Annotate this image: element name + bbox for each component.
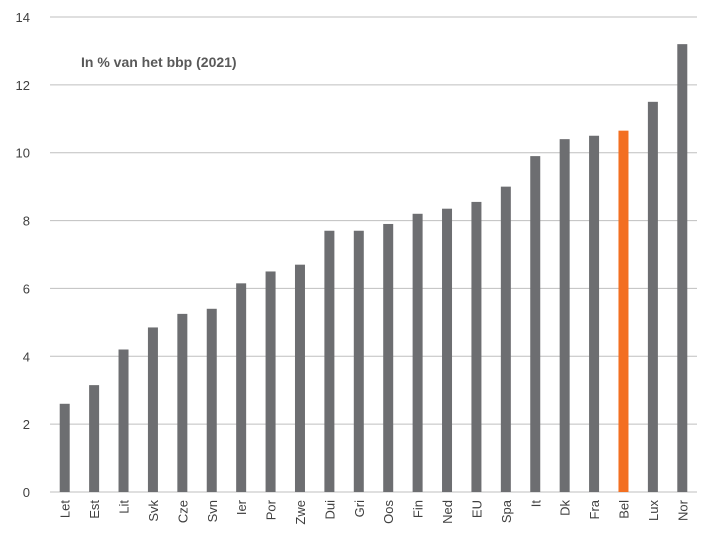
bar-ned (442, 208, 453, 493)
x-category-label: EU (469, 500, 484, 518)
bar-lux (647, 101, 658, 493)
y-tick-label: 12 (16, 78, 30, 93)
x-axis-category-labels: Let Est Lit Svk Cze Svn Ier Por Zwe Dui Gri Oos Fin N… (58, 499, 691, 524)
bar-it (530, 156, 541, 492)
bar-por (265, 271, 276, 492)
bar-dui (324, 230, 335, 492)
x-category-label: Lit (117, 500, 132, 514)
y-tick-label: 4 (23, 349, 30, 364)
chart-title: In % van het bbp (2021) (81, 54, 237, 70)
bar-fin (412, 213, 423, 493)
y-tick-label: 10 (16, 146, 30, 161)
gridlines (50, 16, 697, 493)
x-category-label: Lux (646, 500, 661, 521)
y-tick-label: 0 (23, 485, 30, 500)
bar-eu (471, 201, 482, 493)
x-category-label: Dk (558, 500, 573, 516)
x-category-label: Fra (587, 499, 602, 519)
bar-svn (206, 308, 217, 492)
bar-gri (353, 230, 364, 492)
x-category-label: Gri (352, 500, 367, 517)
bars (59, 44, 688, 493)
bar-zwe (294, 264, 305, 492)
x-category-label: Cze (175, 500, 190, 523)
x-category-label: It (528, 500, 543, 508)
x-category-label: Let (58, 500, 73, 518)
x-category-label: Est (87, 500, 102, 519)
x-category-label: Ned (440, 500, 455, 524)
x-category-label: Ier (234, 499, 249, 515)
y-tick-label: 6 (23, 281, 30, 296)
y-tick-label: 14 (16, 10, 30, 25)
y-tick-label: 8 (23, 214, 30, 229)
bar-cze (177, 313, 188, 492)
x-category-label: Fin (411, 500, 426, 518)
bar-svk (147, 327, 158, 492)
bar-bel (618, 130, 629, 493)
y-tick-label: 2 (23, 417, 30, 432)
x-category-label: Zwe (293, 500, 308, 525)
bar-est (89, 385, 100, 492)
bar-lit (118, 349, 129, 492)
bar-fra (589, 135, 600, 492)
x-category-label: Por (264, 499, 279, 520)
x-category-label: Oos (381, 500, 396, 524)
x-category-label: Svk (146, 500, 161, 522)
x-category-label: Nor (675, 499, 690, 521)
bar-ier (236, 283, 247, 492)
y-axis-tick-labels: 0 2 4 6 8 10 12 14 (16, 10, 30, 500)
x-category-label: Spa (499, 499, 514, 523)
x-category-label: Dui (322, 500, 337, 520)
x-category-label: Bel (616, 500, 631, 519)
bar-dk (559, 139, 570, 492)
bar-let (59, 403, 70, 492)
bar-nor (677, 44, 688, 493)
bar-oos (383, 223, 394, 492)
bar-spa (500, 186, 511, 492)
x-category-label: Svn (205, 500, 220, 522)
